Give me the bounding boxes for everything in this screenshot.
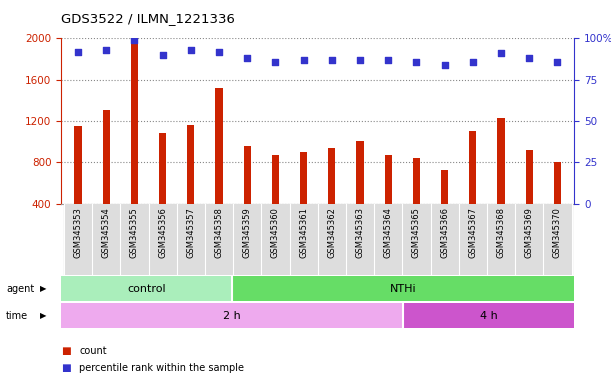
Point [243, 55, 252, 61]
Bar [346, 204, 374, 275]
Bar [374, 204, 402, 275]
Text: GSM345358: GSM345358 [214, 207, 224, 258]
Point [186, 47, 196, 53]
Bar [413, 158, 420, 204]
Text: GSM345360: GSM345360 [271, 207, 280, 258]
Bar [525, 150, 533, 204]
Bar [216, 88, 222, 204]
Point [468, 58, 478, 65]
Bar [131, 41, 138, 204]
Point [440, 62, 450, 68]
Point [412, 58, 422, 65]
Text: GSM345353: GSM345353 [73, 207, 82, 258]
Text: time: time [6, 311, 28, 321]
Text: GSM345361: GSM345361 [299, 207, 308, 258]
Bar [300, 152, 307, 204]
Point [158, 52, 167, 58]
Bar [188, 125, 194, 204]
Text: GSM345367: GSM345367 [468, 207, 477, 258]
Text: GSM345356: GSM345356 [158, 207, 167, 258]
Text: percentile rank within the sample: percentile rank within the sample [79, 363, 244, 373]
Text: GSM345369: GSM345369 [525, 207, 534, 258]
Bar [487, 204, 515, 275]
Text: agent: agent [6, 284, 34, 294]
Text: GSM345368: GSM345368 [497, 207, 505, 258]
Point [383, 57, 393, 63]
Text: 2 h: 2 h [223, 311, 241, 321]
Bar [75, 126, 81, 204]
Text: GSM345362: GSM345362 [327, 207, 336, 258]
Point [355, 57, 365, 63]
Text: control: control [127, 284, 166, 294]
Text: GSM345364: GSM345364 [384, 207, 393, 258]
Bar [92, 204, 120, 275]
Point [524, 55, 534, 61]
Bar [543, 204, 571, 275]
Bar [385, 155, 392, 204]
Bar [290, 204, 318, 275]
Point [73, 48, 83, 55]
Text: ■: ■ [61, 346, 71, 356]
Point [299, 57, 309, 63]
Bar [441, 170, 448, 204]
Bar [272, 155, 279, 204]
Text: GSM345357: GSM345357 [186, 207, 196, 258]
Bar [244, 146, 251, 204]
Text: NTHi: NTHi [390, 284, 417, 294]
Text: GSM345370: GSM345370 [553, 207, 562, 258]
Point [327, 57, 337, 63]
Bar [431, 204, 459, 275]
Bar [61, 303, 403, 328]
Bar [148, 204, 177, 275]
Bar [403, 303, 574, 328]
Bar [64, 204, 92, 275]
Point [214, 48, 224, 55]
Point [496, 50, 506, 56]
Text: GSM345359: GSM345359 [243, 207, 252, 258]
Text: GSM345365: GSM345365 [412, 207, 421, 258]
Bar [469, 131, 477, 204]
Bar [328, 148, 335, 204]
Bar [554, 162, 561, 204]
Bar [177, 204, 205, 275]
Bar [459, 204, 487, 275]
Bar [61, 276, 232, 301]
Text: GSM345363: GSM345363 [356, 207, 365, 258]
Bar [318, 204, 346, 275]
Bar [233, 204, 262, 275]
Text: GSM345355: GSM345355 [130, 207, 139, 258]
Bar [103, 109, 110, 204]
Bar [497, 118, 505, 204]
Bar [356, 141, 364, 204]
Bar [120, 204, 148, 275]
Text: 4 h: 4 h [480, 311, 498, 321]
Point [271, 58, 280, 65]
Bar [262, 204, 290, 275]
Bar [205, 204, 233, 275]
Point [552, 58, 562, 65]
Bar [515, 204, 543, 275]
Bar [402, 204, 431, 275]
Bar [159, 133, 166, 204]
Point [130, 37, 139, 43]
Text: ■: ■ [61, 363, 71, 373]
Text: ▶: ▶ [40, 285, 46, 293]
Text: GSM345354: GSM345354 [101, 207, 111, 258]
Text: GSM345366: GSM345366 [440, 207, 449, 258]
Text: ▶: ▶ [40, 311, 46, 320]
Text: count: count [79, 346, 107, 356]
Point [101, 47, 111, 53]
Bar [232, 276, 574, 301]
Text: GDS3522 / ILMN_1221336: GDS3522 / ILMN_1221336 [61, 12, 235, 25]
